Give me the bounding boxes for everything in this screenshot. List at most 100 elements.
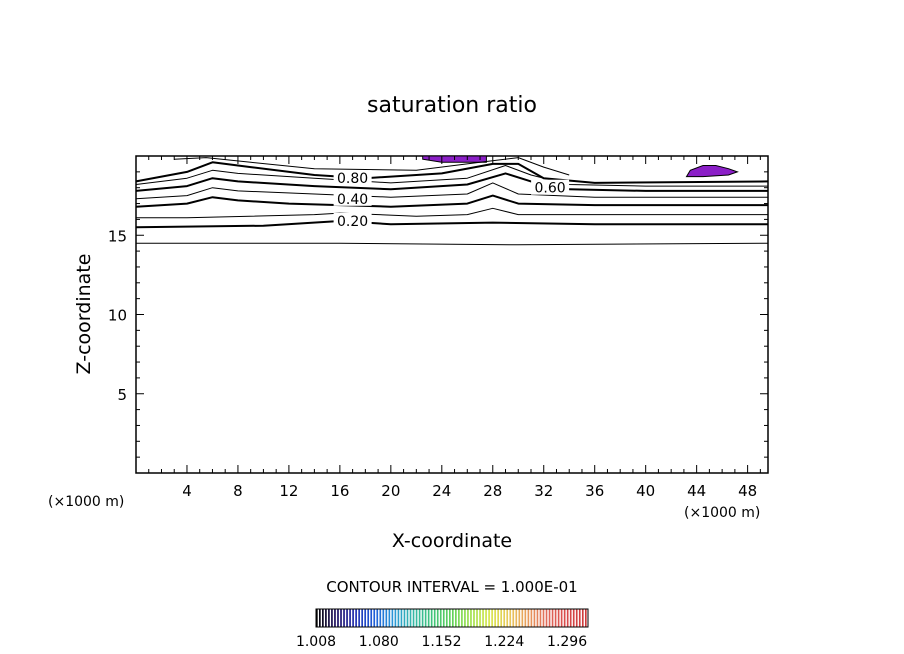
colorbar-stripe-30 [406, 609, 409, 627]
colorbar-stripe-10 [346, 609, 348, 627]
colorbar-stripe-21 [379, 609, 382, 627]
y-axis-label: Z-coordinate [73, 254, 95, 375]
x-tick-label-36: 36 [585, 482, 604, 500]
colorbar-stripe-16 [364, 609, 367, 627]
colorbar-stripe-65 [512, 609, 515, 627]
colorbar-stripe-82 [563, 609, 566, 627]
contour-label-bg-3 [531, 179, 570, 195]
colorbar-stripe-29 [403, 609, 406, 627]
colorbar-stripe-7 [337, 609, 339, 627]
colorbar-stripe-12 [352, 609, 354, 627]
colorbar-stripe-22 [382, 609, 385, 627]
x-tick-label-24: 24 [432, 482, 451, 500]
colorbar-stripe-51 [470, 609, 472, 627]
colorbar-stripe-74 [539, 609, 542, 627]
chart-title: saturation ratio [367, 93, 537, 118]
colorbar-stripe-85 [572, 609, 575, 627]
colorbar-stripe-52 [473, 609, 475, 627]
colorbar-stripe-14 [358, 609, 360, 627]
colorbar-stripe-47 [458, 609, 460, 627]
colorbar-frame [315, 608, 589, 628]
colorbar-stripe-59 [494, 609, 496, 627]
x-tick-label-4: 4 [182, 482, 192, 500]
colorbar-stripe-78 [551, 609, 554, 627]
contour-label-bg-2 [333, 212, 372, 228]
colorbar-stripe-67 [518, 609, 521, 627]
colorbar-stripe-89 [584, 609, 587, 627]
colorbar-stripe-4 [328, 609, 330, 627]
colorbar-stripe-69 [524, 609, 527, 627]
colorbar-stripe-0 [316, 609, 318, 627]
colorbar-stripe-71 [530, 609, 533, 627]
contour-interval-text: CONTOUR INTERVAL = 1.000E-01 [326, 578, 577, 596]
colorbar-stripe-55 [482, 609, 484, 627]
x-tick-labels: 4 8 12 16 20 24 28 32 36 40 44 48 [182, 482, 757, 500]
colorbar-stripe-17 [367, 609, 370, 627]
colorbar-stripe-6 [334, 609, 336, 627]
x-tick-label-40: 40 [636, 482, 655, 500]
colorbar-stripe-43 [445, 609, 448, 627]
contour-label-bg-0 [333, 170, 372, 186]
colorbar-stripe-83 [566, 609, 569, 627]
colorbar-label-2: 1.152 [421, 634, 461, 650]
colorbar-stripe-9 [343, 609, 345, 627]
colorbar-stripe-34 [418, 609, 421, 627]
colorbar-stripe-44 [448, 609, 451, 627]
colorbar-stripe-73 [536, 609, 539, 627]
filled-region-1 [685, 165, 739, 178]
colorbar-stripe-81 [560, 609, 563, 627]
colorbar-stripe-56 [485, 609, 487, 627]
x-tick-label-32: 32 [534, 482, 553, 500]
colorbar-stripe-1 [319, 609, 321, 627]
colorbar-stripe-75 [542, 609, 545, 627]
colorbar-stripe-25 [391, 609, 394, 627]
x-tick-label-16: 16 [330, 482, 349, 500]
y-tick-label-15: 15 [108, 227, 127, 245]
colorbar-stripe-62 [503, 609, 506, 627]
colorbar-label-4: 1.296 [547, 634, 587, 650]
x-tick-label-48: 48 [738, 482, 757, 500]
colorbar-stripe-39 [433, 609, 436, 627]
colorbar [316, 609, 587, 627]
colorbar-stripe-32 [412, 609, 415, 627]
colorbar-stripe-11 [349, 609, 351, 627]
colorbar-stripe-26 [394, 609, 397, 627]
colorbar-label-0: 1.008 [296, 634, 336, 650]
colorbar-stripe-28 [400, 609, 403, 627]
x-units-right: (×1000 m) [684, 505, 760, 521]
contour-labels: 0.80 0.40 0.20 0.60 [333, 170, 570, 230]
contour-label-bg-1 [333, 190, 372, 206]
contour-line-0 [136, 242, 769, 246]
colorbar-stripe-53 [476, 609, 478, 627]
contour-label-3: 0.60 [535, 181, 566, 197]
colorbar-stripe-54 [479, 609, 481, 627]
colorbar-stripe-68 [521, 609, 524, 627]
colorbar-stripe-84 [569, 609, 572, 627]
y-tick-labels: 5 10 15 [108, 227, 127, 404]
colorbar-stripe-45 [452, 609, 454, 627]
colorbar-stripe-46 [455, 609, 457, 627]
colorbar-stripe-20 [376, 609, 379, 627]
contour-line-8 [174, 157, 570, 176]
x-tick-label-28: 28 [483, 482, 502, 500]
colorbar-stripe-18 [370, 609, 373, 627]
contour-label-2: 0.20 [337, 214, 368, 230]
colorbar-stripe-79 [554, 609, 557, 627]
colorbar-stripe-13 [355, 609, 357, 627]
colorbar-stripe-31 [409, 609, 412, 627]
colorbar-stripe-86 [575, 609, 578, 627]
colorbar-stripe-61 [500, 609, 503, 627]
colorbar-stripe-19 [373, 609, 376, 627]
colorbar-stripe-41 [439, 609, 442, 627]
colorbar-stripe-23 [385, 609, 388, 627]
colorbar-label-1: 1.080 [359, 634, 399, 650]
colorbar-stripe-42 [442, 609, 445, 627]
contour-line-1 [135, 220, 768, 229]
colorbar-stripe-58 [491, 609, 493, 627]
colorbar-stripe-63 [506, 609, 509, 627]
x-tick-label-12: 12 [279, 482, 298, 500]
contour-label-1: 0.40 [337, 192, 368, 208]
colorbar-stripe-38 [430, 609, 433, 627]
x-tick-label-8: 8 [233, 482, 243, 500]
